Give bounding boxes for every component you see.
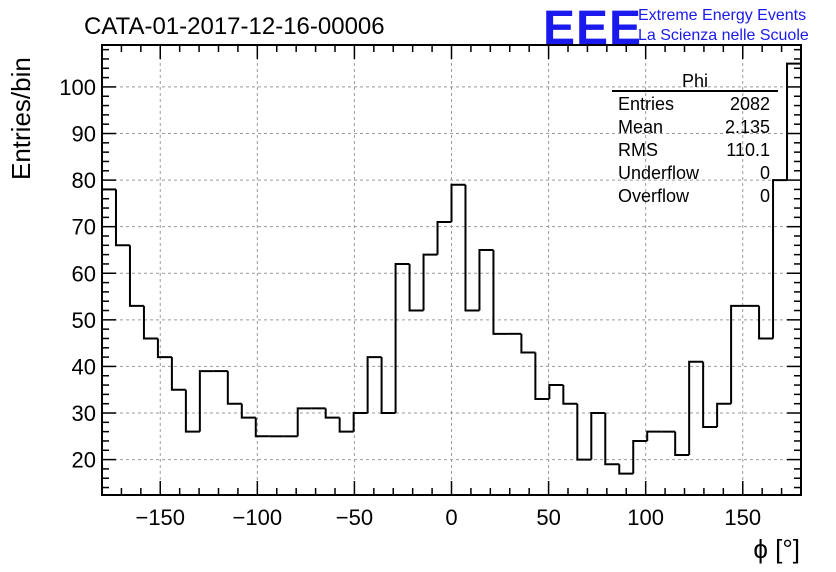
histogram-bin: [604, 413, 620, 466]
stats-row-value: 110.1: [726, 140, 770, 160]
histogram-bin: [240, 403, 256, 419]
histogram-bin: [198, 370, 214, 432]
histogram-bin: [170, 357, 186, 391]
histogram-bin: [296, 407, 312, 437]
histogram-bin: [114, 189, 130, 247]
histogram-bin: [730, 304, 746, 404]
y-tick-label: 90: [72, 122, 96, 147]
histogram-bin: [450, 183, 466, 223]
tick-labels: −150 −100 −50 0 50 100 150 20 30 40 50 60 70 80 90 100: [59, 75, 761, 530]
histogram-bin: [338, 417, 354, 433]
histogram-bin: [156, 338, 172, 359]
histogram-bins: [102, 62, 801, 475]
histogram-bin: [716, 402, 732, 427]
eee-logo-mark: EEE: [543, 2, 642, 55]
stats-row-value: 2.135: [725, 117, 770, 137]
logo-line-1: Extreme Energy Events: [638, 7, 806, 24]
histogram-bin: [142, 305, 158, 340]
stats-row-label: Mean: [618, 117, 663, 137]
histogram-bin: [772, 179, 788, 339]
histogram-bin: [324, 408, 340, 419]
histogram-bin: [128, 245, 144, 307]
histogram-bin: [380, 357, 396, 415]
histogram-bin: [702, 361, 718, 428]
histogram-bin: [758, 305, 774, 340]
histogram-bin: [464, 184, 480, 312]
histogram-bin: [534, 352, 550, 401]
stats-row-value: 0: [760, 163, 770, 183]
stats-row-label: RMS: [618, 140, 658, 160]
y-tick-label: 100: [59, 75, 96, 100]
x-axis-label: ϕ [°]: [753, 534, 800, 564]
histogram-bin: [184, 389, 200, 433]
y-tick-label: 40: [72, 354, 96, 379]
histogram-bin: [478, 248, 494, 311]
histogram-bin: [646, 430, 662, 441]
stats-rows: Entries 2082 Mean 2.135 RMS 110.1 Underflow 0 Ov…: [618, 94, 770, 206]
histogram-bin: [226, 371, 242, 405]
histogram-bin: [548, 384, 564, 400]
x-tick-label: −100: [233, 505, 283, 530]
histogram-bin: [492, 249, 508, 335]
histogram-bin: [254, 417, 270, 438]
histogram-bin: [674, 431, 690, 456]
histogram-bin: [688, 360, 704, 455]
x-tick-label: 50: [536, 505, 560, 530]
x-tick-label: 100: [627, 505, 664, 530]
y-axis-label: Entries/bin: [6, 57, 36, 180]
histogram-bin: [590, 412, 606, 460]
stats-box-name: Phi: [682, 71, 708, 91]
histogram-bin: [408, 263, 424, 312]
histogram-bin: [562, 385, 578, 405]
x-tick-label: 0: [445, 505, 457, 530]
chart-title: CATA-01-2017-12-16-00006: [84, 13, 385, 40]
stats-row-label: Entries: [618, 94, 674, 114]
y-tick-label: 80: [72, 168, 96, 193]
stats-row-value: 0: [760, 186, 770, 206]
stats-box: Phi Entries 2082 Mean 2.135 RMS 110.1 Underflo…: [612, 71, 778, 206]
x-tick-label: −50: [336, 505, 373, 530]
x-tick-label: 150: [724, 505, 761, 530]
logo-line-2: La Scienza nelle Scuole: [638, 27, 809, 44]
axes: [101, 44, 802, 496]
histogram-bin: [422, 253, 438, 311]
y-tick-label: 50: [72, 308, 96, 333]
histogram-bin: [394, 262, 410, 414]
histogram-bin: [786, 62, 801, 181]
stats-row-label: Overflow: [618, 186, 690, 206]
x-tick-label: −150: [135, 505, 185, 530]
histogram-bin: [352, 412, 368, 432]
grid-lines: [102, 45, 801, 495]
y-tick-label: 70: [72, 215, 96, 240]
y-tick-label: 20: [72, 448, 96, 473]
stats-row-value: 2082: [730, 94, 770, 114]
y-tick-label: 60: [72, 261, 96, 286]
histogram-bin: [576, 403, 592, 461]
stats-row-label: Underflow: [618, 163, 700, 183]
histogram-bin: [436, 221, 452, 255]
y-tick-label: 30: [72, 401, 96, 426]
histogram-bin: [520, 333, 536, 354]
histogram-bin: [618, 464, 634, 475]
histogram-bin: [366, 356, 382, 414]
histogram-bin: [632, 439, 648, 474]
